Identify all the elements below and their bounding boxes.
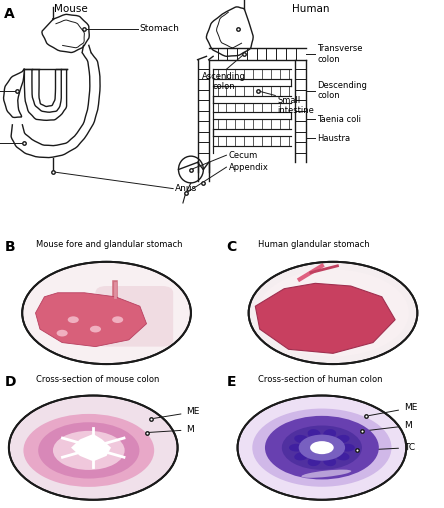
Text: Stomach: Stomach <box>140 24 180 33</box>
Ellipse shape <box>252 408 392 487</box>
Ellipse shape <box>24 414 154 487</box>
Ellipse shape <box>294 435 309 443</box>
Text: ME: ME <box>369 403 417 416</box>
Text: Small
intestine: Small intestine <box>278 96 314 115</box>
Circle shape <box>56 330 67 336</box>
FancyBboxPatch shape <box>95 286 173 346</box>
Ellipse shape <box>323 457 336 466</box>
Ellipse shape <box>265 416 379 480</box>
Text: A: A <box>4 7 14 21</box>
Ellipse shape <box>53 431 125 470</box>
Text: Cecum: Cecum <box>229 151 258 160</box>
Circle shape <box>249 262 417 364</box>
Text: Appendix: Appendix <box>229 163 269 172</box>
Text: C: C <box>226 240 237 255</box>
Circle shape <box>90 326 101 332</box>
Text: Human: Human <box>292 4 329 14</box>
Ellipse shape <box>282 426 362 470</box>
Ellipse shape <box>335 452 349 460</box>
Ellipse shape <box>340 444 355 452</box>
Ellipse shape <box>294 452 309 460</box>
Ellipse shape <box>308 457 321 466</box>
Ellipse shape <box>299 435 345 461</box>
Ellipse shape <box>38 422 139 479</box>
Ellipse shape <box>323 429 336 438</box>
Text: M: M <box>149 425 194 434</box>
Ellipse shape <box>301 469 351 478</box>
Circle shape <box>22 262 191 364</box>
Text: Taenia coli: Taenia coli <box>317 115 361 124</box>
Ellipse shape <box>308 429 321 438</box>
Text: TC: TC <box>360 443 415 452</box>
Circle shape <box>112 316 123 323</box>
Text: Cross-section of human colon: Cross-section of human colon <box>258 375 382 384</box>
Ellipse shape <box>335 435 349 443</box>
Circle shape <box>67 316 79 323</box>
Text: Haustra: Haustra <box>317 134 351 143</box>
Text: E: E <box>226 375 236 389</box>
Circle shape <box>238 396 406 500</box>
Polygon shape <box>71 434 111 461</box>
PathPatch shape <box>206 7 253 56</box>
Polygon shape <box>36 293 147 346</box>
Circle shape <box>178 156 203 183</box>
Text: Transverse
colon: Transverse colon <box>317 44 363 64</box>
Ellipse shape <box>257 269 409 357</box>
Text: ME: ME <box>154 407 200 419</box>
Ellipse shape <box>310 441 334 454</box>
Text: Mouse fore and glandular stomach: Mouse fore and glandular stomach <box>36 240 182 249</box>
Text: D: D <box>4 375 16 389</box>
Circle shape <box>9 396 178 500</box>
Text: Cross-section of mouse colon: Cross-section of mouse colon <box>36 375 159 384</box>
Text: Anus: Anus <box>175 184 198 193</box>
Ellipse shape <box>75 292 164 340</box>
Text: M: M <box>365 421 412 431</box>
Text: Ascending
colon: Ascending colon <box>202 72 246 91</box>
Text: Mouse: Mouse <box>54 4 88 14</box>
PathPatch shape <box>4 69 24 117</box>
Ellipse shape <box>289 444 304 452</box>
Polygon shape <box>255 283 395 354</box>
Text: Human glandular stomach: Human glandular stomach <box>258 240 369 249</box>
Text: Descending
colon: Descending colon <box>317 81 367 101</box>
PathPatch shape <box>42 14 89 52</box>
Text: B: B <box>4 240 15 255</box>
